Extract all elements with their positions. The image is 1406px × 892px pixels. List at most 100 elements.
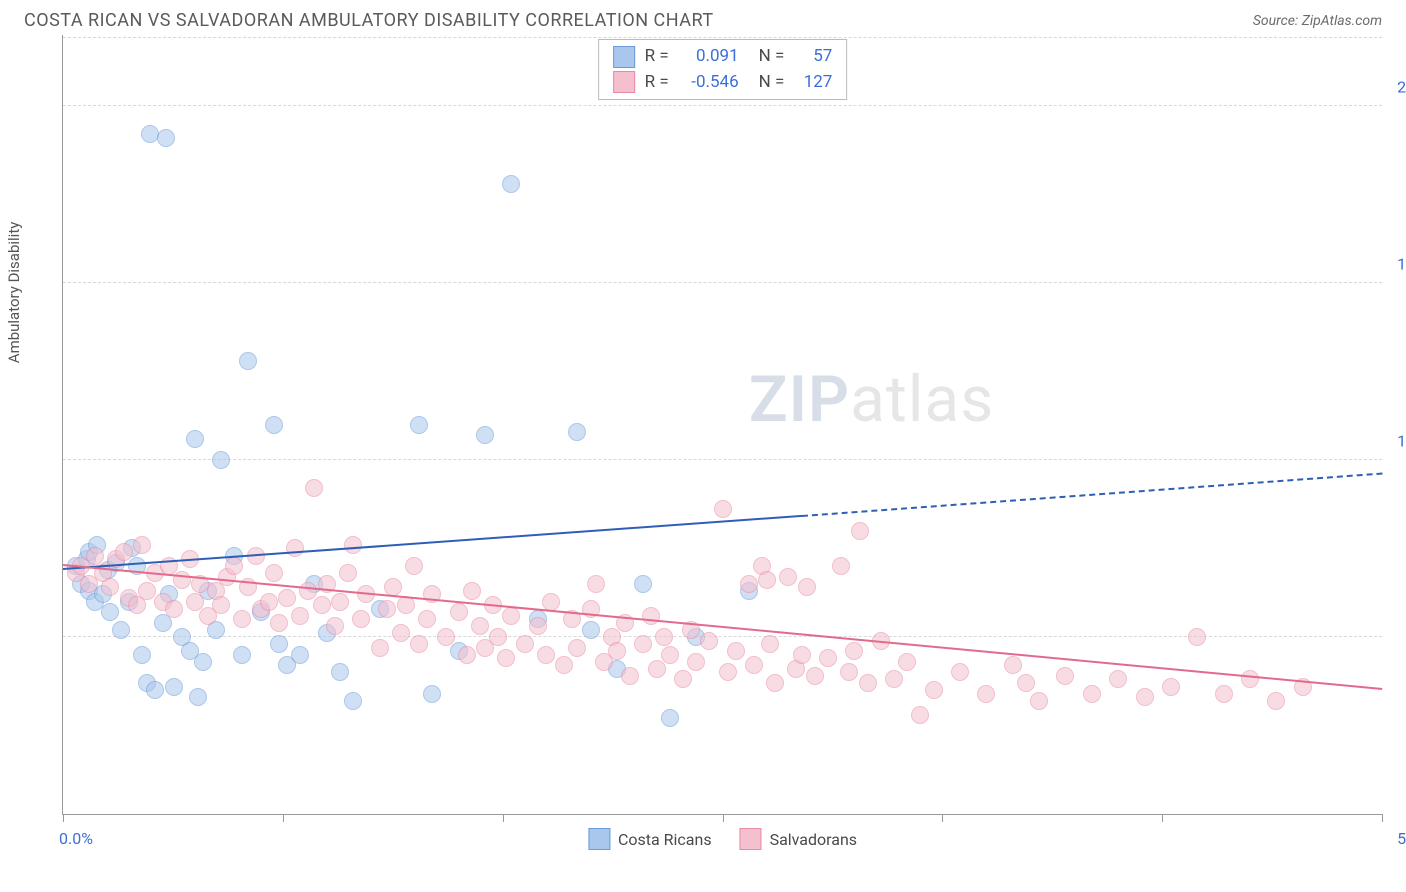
scatter-point-salvadorans (418, 610, 436, 628)
scatter-point-salvadorans (101, 578, 119, 596)
scatter-point-salvadorans (352, 610, 370, 628)
x-tick (283, 814, 284, 822)
scatter-point-salvadorans (115, 543, 133, 561)
scatter-point-salvadorans (779, 568, 797, 586)
scatter-point-salvadorans (1030, 692, 1048, 710)
scatter-point-salvadorans (471, 617, 489, 635)
scatter-point-costa_ricans (661, 709, 679, 727)
scatter-point-costa_ricans (502, 175, 520, 193)
scatter-point-costa_ricans (186, 430, 204, 448)
scatter-point-salvadorans (233, 610, 251, 628)
scatter-point-salvadorans (793, 646, 811, 664)
scatter-point-salvadorans (138, 582, 156, 600)
x-tick (1382, 814, 1383, 822)
scatter-point-salvadorans (165, 600, 183, 618)
scatter-point-salvadorans (1004, 656, 1022, 674)
scatter-point-salvadorans (840, 663, 858, 681)
scatter-point-salvadorans (761, 635, 779, 653)
legend-row-salvadorans: R =-0.546N =127 (613, 70, 833, 96)
x-tick (1162, 814, 1163, 822)
scatter-point-costa_ricans (582, 621, 600, 639)
scatter-point-salvadorans (270, 614, 288, 632)
chart-title: COSTA RICAN VS SALVADORAN AMBULATORY DIS… (24, 10, 714, 31)
scatter-point-salvadorans (674, 670, 692, 688)
watermark: ZIPatlas (749, 362, 994, 437)
scatter-point-salvadorans (326, 617, 344, 635)
scatter-point-salvadorans (700, 632, 718, 650)
plot-area: ZIPatlas R =0.091N =57R =-0.546N =127 Co… (62, 35, 1382, 815)
scatter-point-salvadorans (133, 536, 151, 554)
gridline (63, 282, 1382, 283)
scatter-point-costa_ricans (189, 688, 207, 706)
scatter-point-salvadorans (265, 564, 283, 582)
scatter-point-salvadorans (378, 600, 396, 618)
scatter-point-salvadorans (489, 628, 507, 646)
scatter-point-salvadorans (806, 667, 824, 685)
scatter-point-salvadorans (1162, 678, 1180, 696)
scatter-point-salvadorans (225, 557, 243, 575)
scatter-point-salvadorans (687, 653, 705, 671)
scatter-point-costa_ricans (344, 692, 362, 710)
scatter-point-salvadorans (845, 642, 863, 660)
scatter-point-salvadorans (951, 663, 969, 681)
y-tick-label: 15.0% (1397, 254, 1406, 273)
scatter-point-salvadorans (1017, 674, 1035, 692)
scatter-point-salvadorans (925, 681, 943, 699)
y-tick-label: 10.0% (1397, 431, 1406, 450)
scatter-point-salvadorans (898, 653, 916, 671)
scatter-point-salvadorans (529, 617, 547, 635)
scatter-point-salvadorans (458, 646, 476, 664)
scatter-point-salvadorans (463, 582, 481, 600)
scatter-point-salvadorans (186, 593, 204, 611)
scatter-point-salvadorans (410, 635, 428, 653)
scatter-point-salvadorans (832, 557, 850, 575)
scatter-point-salvadorans (766, 674, 784, 692)
scatter-point-salvadorans (661, 646, 679, 664)
scatter-point-salvadorans (1109, 670, 1127, 688)
scatter-point-costa_ricans (239, 352, 257, 370)
x-tick-label: 50.0% (1397, 829, 1406, 848)
scatter-point-salvadorans (740, 575, 758, 593)
scatter-point-costa_ricans (634, 575, 652, 593)
scatter-point-salvadorans (568, 639, 586, 657)
scatter-point-salvadorans (331, 593, 349, 611)
x-tick (723, 814, 724, 822)
scatter-point-salvadorans (313, 596, 331, 614)
scatter-point-costa_ricans (101, 603, 119, 621)
scatter-point-salvadorans (648, 660, 666, 678)
gridline (63, 459, 1382, 460)
y-tick-label: 20.0% (1397, 77, 1406, 96)
gridline (63, 636, 1382, 637)
scatter-point-salvadorans (885, 670, 903, 688)
scatter-point-costa_ricans (423, 685, 441, 703)
scatter-point-salvadorans (542, 593, 560, 611)
scatter-point-salvadorans (977, 685, 995, 703)
legend-swatch (613, 71, 635, 93)
scatter-point-salvadorans (1136, 688, 1154, 706)
scatter-point-salvadorans (758, 571, 776, 589)
legend-row-costa_ricans: R =0.091N =57 (613, 44, 833, 70)
scatter-point-salvadorans (719, 663, 737, 681)
scatter-point-salvadorans (299, 582, 317, 600)
y-axis-label: Ambulatory Disability (5, 222, 23, 364)
legend-swatch (613, 46, 635, 68)
scatter-point-salvadorans (502, 607, 520, 625)
x-tick (503, 814, 504, 822)
scatter-point-costa_ricans (112, 621, 130, 639)
trendline-costa_ricans-extrapolated (802, 472, 1382, 516)
source-label: Source: ZipAtlas.com (1253, 13, 1382, 29)
gridline (63, 37, 1382, 38)
legend-series: Costa RicansSalvadorans (588, 828, 857, 850)
scatter-point-costa_ricans (476, 426, 494, 444)
scatter-point-salvadorans (851, 522, 869, 540)
x-tick-label: 0.0% (59, 829, 93, 848)
scatter-point-salvadorans (745, 656, 763, 674)
scatter-point-costa_ricans (233, 646, 251, 664)
scatter-point-salvadorans (516, 635, 534, 653)
scatter-point-salvadorans (450, 603, 468, 621)
scatter-point-salvadorans (642, 607, 660, 625)
scatter-point-salvadorans (291, 607, 309, 625)
scatter-point-salvadorans (634, 635, 652, 653)
scatter-point-salvadorans (608, 642, 626, 660)
scatter-point-salvadorans (497, 649, 515, 667)
